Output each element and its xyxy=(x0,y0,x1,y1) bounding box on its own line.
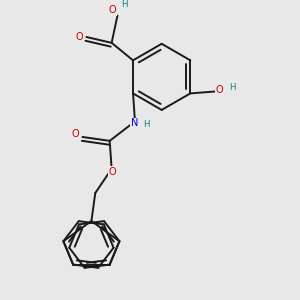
Text: N: N xyxy=(130,118,138,128)
Text: H: H xyxy=(143,120,150,129)
Text: H: H xyxy=(121,0,128,9)
Text: O: O xyxy=(216,85,223,94)
Text: O: O xyxy=(76,32,83,42)
Text: O: O xyxy=(109,5,117,15)
Text: H: H xyxy=(229,83,235,92)
Text: O: O xyxy=(72,129,79,139)
Text: O: O xyxy=(109,167,116,177)
